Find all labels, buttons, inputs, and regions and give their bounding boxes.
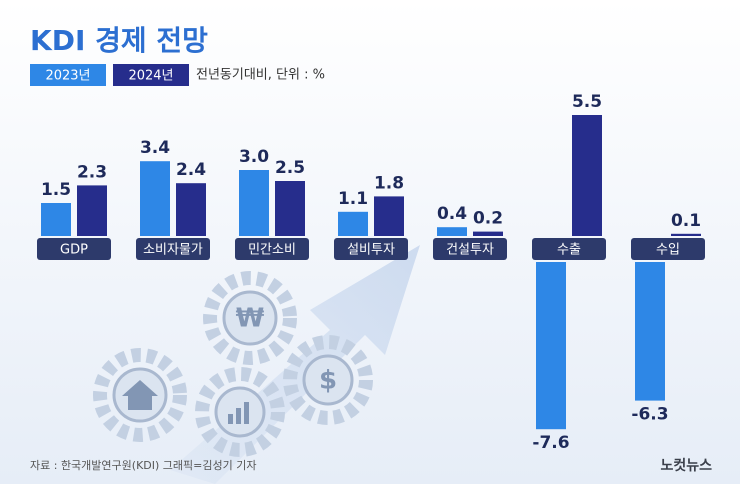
bar bbox=[437, 227, 467, 236]
value-label: -6.3 bbox=[631, 405, 668, 425]
category-label: 수출 bbox=[557, 243, 581, 258]
bar bbox=[239, 170, 269, 236]
bar bbox=[77, 185, 107, 236]
category-box bbox=[532, 238, 606, 260]
value-label: 0.4 bbox=[437, 204, 467, 224]
value-label: 2.5 bbox=[275, 158, 305, 178]
value-label: 0.2 bbox=[473, 209, 503, 229]
value-label: 1.8 bbox=[374, 173, 404, 193]
bar bbox=[536, 262, 566, 430]
value-label: 5.5 bbox=[572, 92, 602, 112]
category-label: 설비투자 bbox=[347, 243, 395, 258]
category-label: 소비자물가 bbox=[143, 243, 203, 258]
category-box bbox=[631, 238, 705, 260]
bar bbox=[41, 203, 71, 236]
category-box bbox=[37, 238, 111, 260]
svg-text:₩: ₩ bbox=[236, 304, 265, 334]
value-label: 0.1 bbox=[671, 211, 701, 231]
legend-swatch bbox=[30, 64, 106, 86]
category-label: 수입 bbox=[656, 243, 680, 258]
bar bbox=[338, 211, 368, 236]
source: 자료 : 한국개발연구원(KDI) 그래픽=김성기 기자 bbox=[30, 459, 256, 472]
logo: 노컷뉴스 bbox=[660, 457, 712, 474]
value-label: 1.5 bbox=[41, 180, 71, 200]
legend-swatch bbox=[113, 64, 189, 86]
bar bbox=[176, 183, 206, 236]
bar bbox=[635, 262, 665, 401]
legend-label: 2023년 bbox=[45, 69, 90, 84]
category-label: GDP bbox=[60, 243, 88, 258]
category-box bbox=[334, 238, 408, 260]
bar bbox=[473, 231, 503, 236]
category-box bbox=[136, 238, 210, 260]
chart-title: KDI 경제 전망 bbox=[30, 24, 208, 57]
unit-note: 전년동기대비, 단위 : % bbox=[196, 68, 325, 83]
bar bbox=[275, 181, 305, 236]
category-label: 건설투자 bbox=[446, 243, 494, 258]
category-label: 민간소비 bbox=[248, 243, 296, 258]
legend-label: 2024년 bbox=[128, 69, 173, 84]
category-box bbox=[433, 238, 507, 260]
value-label: 2.3 bbox=[77, 162, 107, 182]
bar bbox=[671, 233, 701, 236]
value-label: 3.4 bbox=[140, 138, 170, 158]
bar bbox=[140, 161, 170, 236]
value-label: -7.6 bbox=[532, 433, 569, 453]
value-label: 2.4 bbox=[176, 160, 206, 180]
bar bbox=[572, 115, 602, 236]
svg-text:$: $ bbox=[319, 366, 337, 396]
decoration: ₩ $ bbox=[93, 245, 420, 484]
bar bbox=[374, 196, 404, 236]
value-label: 1.1 bbox=[338, 189, 368, 209]
value-label: 3.0 bbox=[239, 147, 269, 167]
category-box bbox=[235, 238, 309, 260]
